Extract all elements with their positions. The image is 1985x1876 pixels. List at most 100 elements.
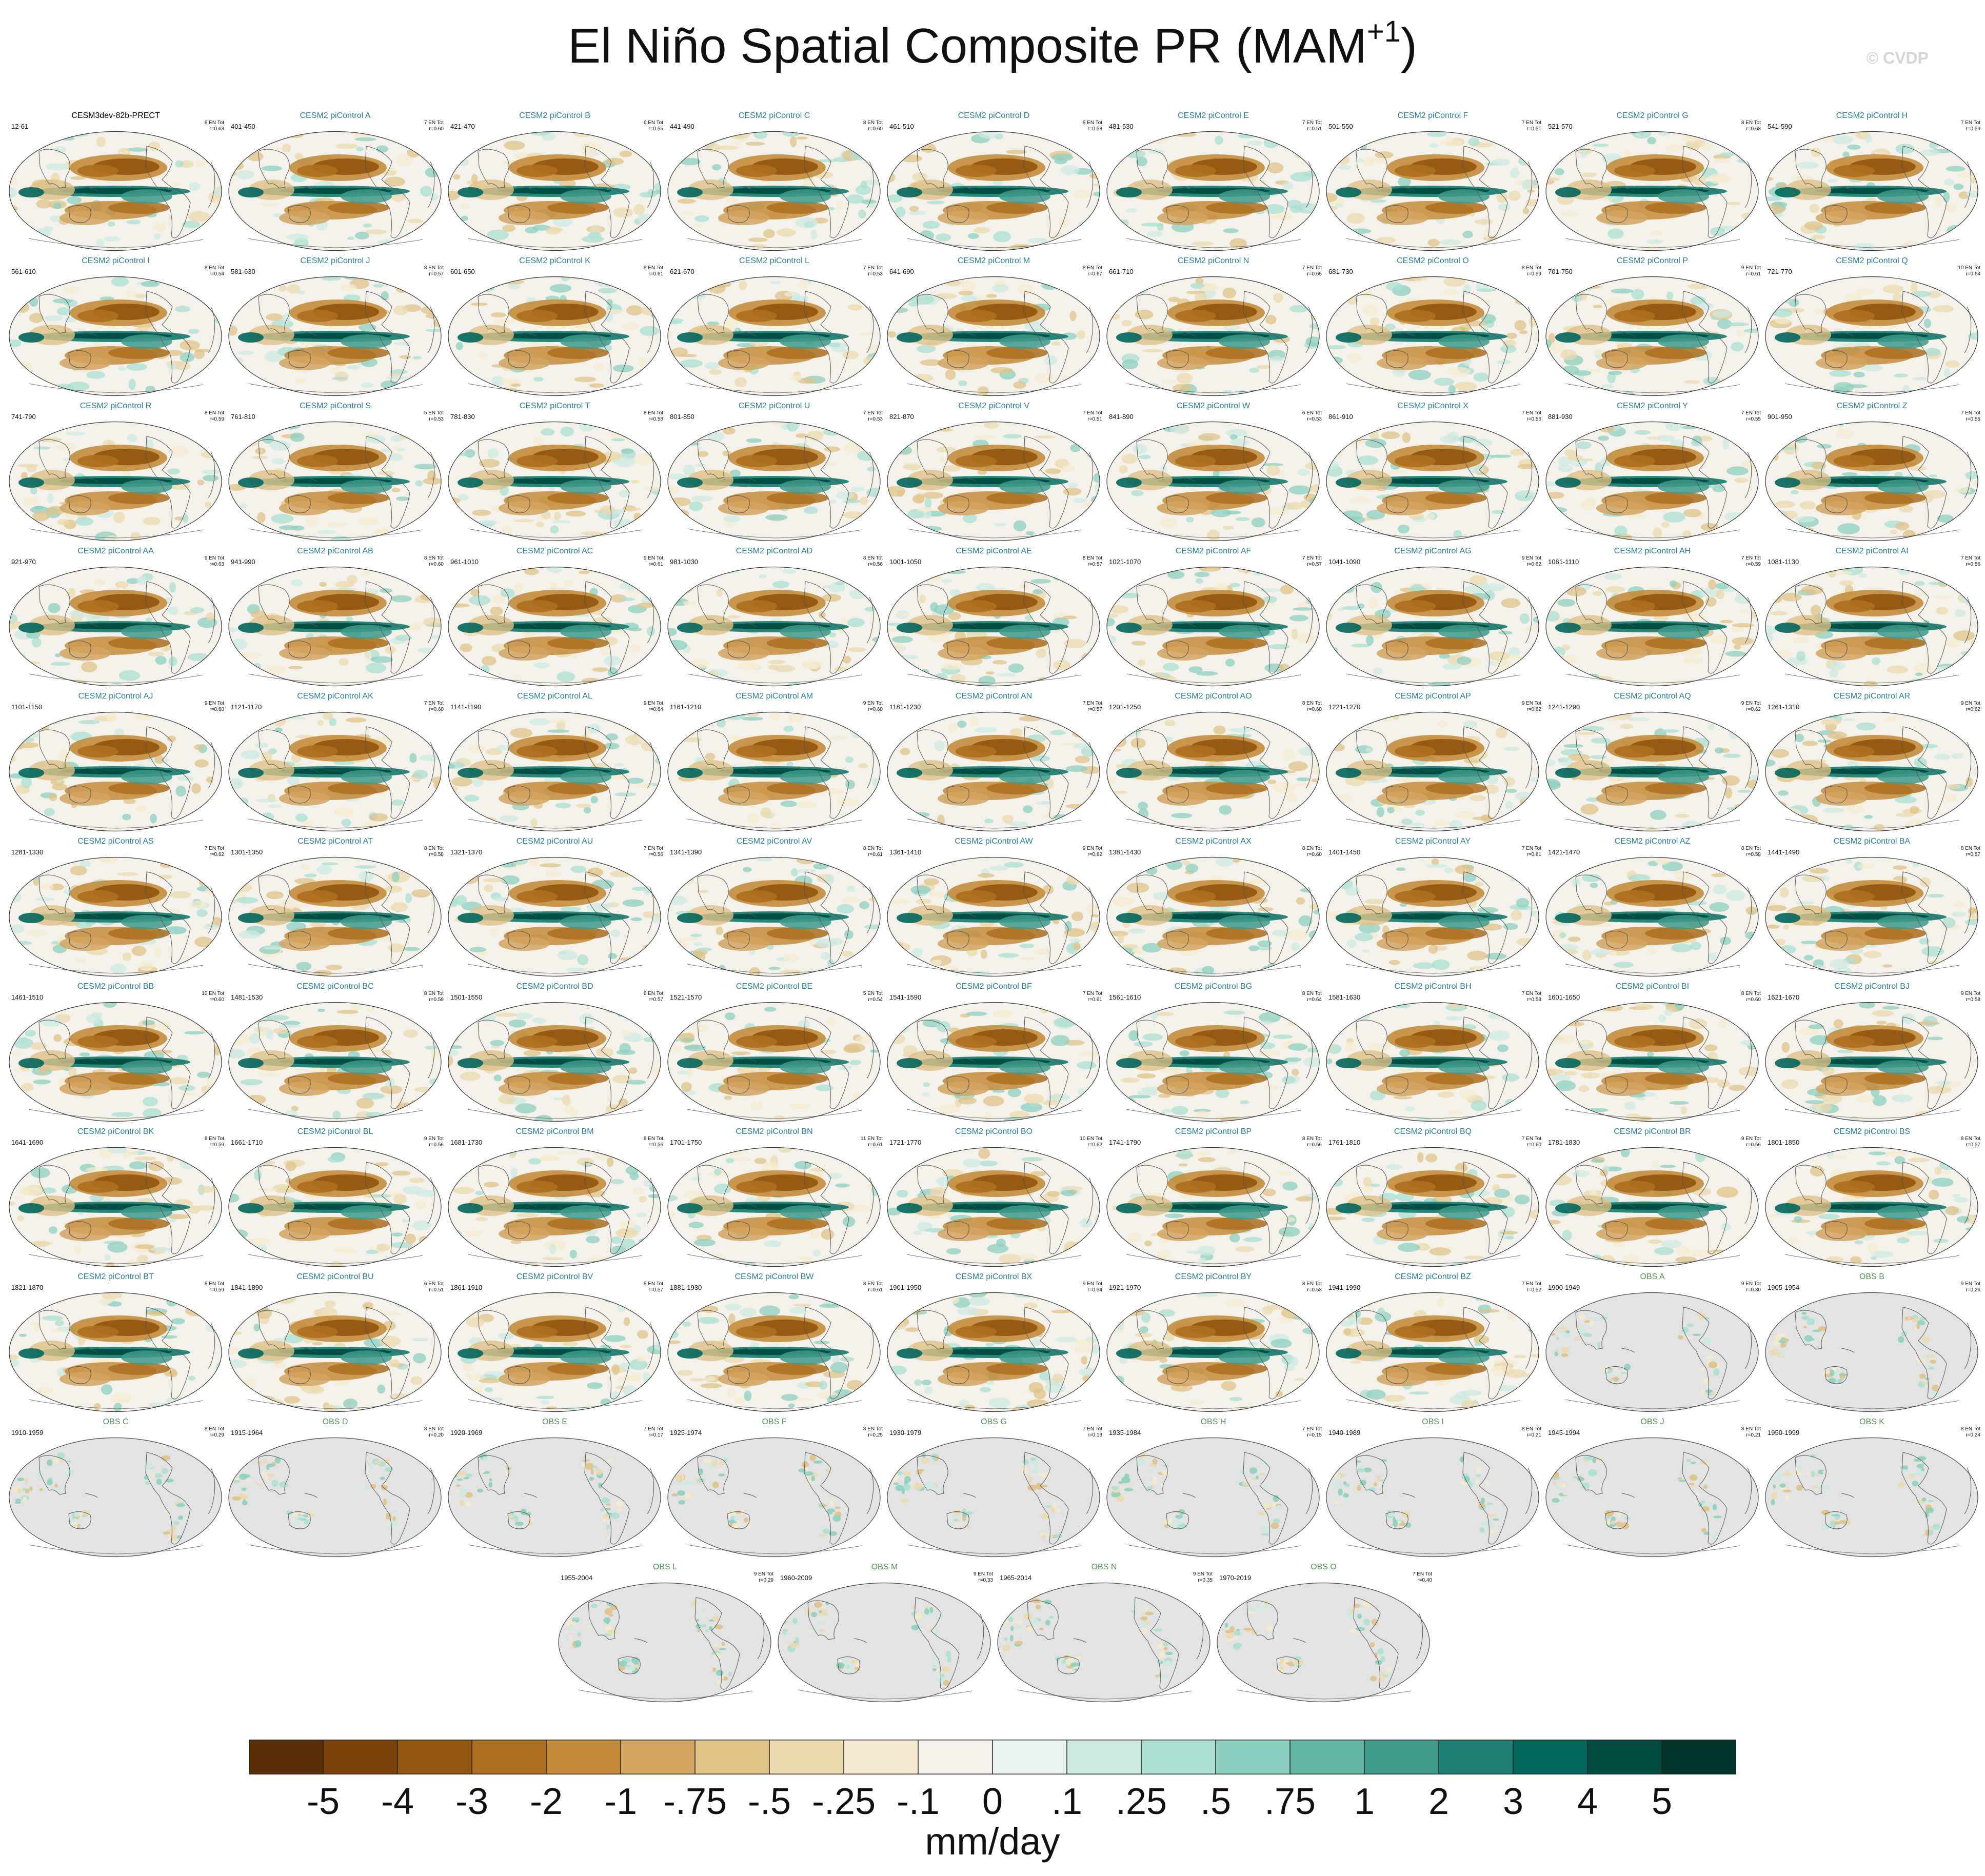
model-map bbox=[1765, 421, 1978, 542]
map-panel: CESM2 piControl AW 1361-1410 9 EN Tot r=0.6… bbox=[884, 837, 1103, 981]
event-count: 7 EN Tot bbox=[204, 846, 224, 851]
panel-stats: 7 EN Tot r=0.56 bbox=[1961, 555, 1980, 568]
panel-stats: 9 EN Tot r=0.60 bbox=[863, 701, 883, 713]
model-map bbox=[1326, 1147, 1539, 1267]
event-count: 8 EN Tot bbox=[1960, 1136, 1980, 1142]
pattern-correlation: r=0.21 bbox=[1526, 1432, 1541, 1438]
panel-title: CESM2 piControl BK bbox=[77, 1127, 154, 1136]
event-count: 7 EN Tot bbox=[424, 120, 444, 126]
model-map bbox=[1106, 1292, 1320, 1412]
map-panel: CESM2 piControl AP 1221-1270 9 EN Tot r=0.6… bbox=[1323, 692, 1542, 835]
pattern-correlation: r=0.51 bbox=[1087, 416, 1102, 422]
panel-title: CESM2 piControl AP bbox=[1395, 692, 1471, 701]
obs-map bbox=[667, 1437, 881, 1558]
map-panel: CESM2 piControl BI 1601-1650 8 EN Tot r=0.6… bbox=[1543, 982, 1762, 1126]
obs-map bbox=[448, 1437, 661, 1558]
event-count: 8 EN Tot bbox=[863, 1281, 883, 1287]
panel-title: CESM2 piControl BO bbox=[955, 1127, 1033, 1136]
map-panel: CESM2 piControl L 621-670 7 EN Tot r=0.53 bbox=[665, 256, 884, 400]
map-panel: CESM2 piControl C 441-490 8 EN Tot r=0.60 bbox=[665, 111, 884, 255]
map-panel: CESM2 piControl AS 1281-1330 7 EN Tot r=0.6… bbox=[6, 837, 225, 981]
panel-stats: 7 EN Tot r=0.51 bbox=[1522, 120, 1541, 132]
model-map bbox=[667, 856, 881, 977]
pattern-correlation: r=0.64 bbox=[1307, 997, 1322, 1003]
pattern-correlation: r=0.63 bbox=[209, 562, 224, 567]
panel-years: 621-670 bbox=[670, 268, 694, 275]
event-count: 9 EN Tot bbox=[1521, 701, 1541, 706]
event-count: 6 EN Tot bbox=[643, 120, 663, 126]
map-panel: CESM2 piControl H 541-590 7 EN Tot r=0.59 bbox=[1762, 111, 1981, 255]
panel-stats: 10 EN Tot r=0.62 bbox=[1080, 1136, 1102, 1148]
panel-stats: 9 EN Tot r=0.29 bbox=[754, 1571, 773, 1584]
event-count: 7 EN Tot bbox=[1960, 120, 1980, 126]
obs-map bbox=[9, 1437, 222, 1558]
pattern-correlation: r=0.26 bbox=[1966, 1287, 1980, 1293]
panel-title: CESM2 piControl I bbox=[82, 256, 150, 265]
title-close: ) bbox=[1401, 18, 1417, 73]
pattern-correlation: r=0.53 bbox=[868, 271, 883, 277]
panel-stats: 7 EN Tot r=0.57 bbox=[1302, 555, 1322, 568]
panel-stats: 9 EN Tot r=0.64 bbox=[644, 701, 663, 713]
map-panel: CESM2 piControl AU 1321-1370 7 EN Tot r=0.5… bbox=[445, 837, 664, 981]
panel-stats: 8 EN Tot r=0.57 bbox=[424, 265, 444, 277]
event-count: 7 EN Tot bbox=[1521, 846, 1541, 851]
panel-years: 1925-1974 bbox=[670, 1429, 702, 1436]
panel-years: 1381-1430 bbox=[1109, 848, 1141, 856]
panel-years: 1361-1410 bbox=[889, 848, 922, 856]
obs-map bbox=[558, 1582, 771, 1703]
map-panel: CESM2 piControl AV 1341-1390 8 EN Tot r=0.6… bbox=[665, 837, 884, 981]
map-panel: CESM2 piControl BY 1921-1970 8 EN Tot r=0.5… bbox=[1104, 1272, 1323, 1416]
pattern-correlation: r=0.67 bbox=[1087, 271, 1102, 277]
model-map bbox=[448, 856, 661, 977]
map-panel: CESM2 piControl AR 1261-1310 9 EN Tot r=0.6… bbox=[1762, 692, 1981, 835]
pattern-correlation: r=0.54 bbox=[209, 271, 224, 277]
panel-stats: 7 EN Tot r=0.53 bbox=[863, 410, 883, 423]
map-panel: CESM2 piControl AA 921-970 9 EN Tot r=0.63 bbox=[6, 547, 225, 690]
model-map bbox=[887, 1002, 1100, 1122]
event-count: 9 EN Tot bbox=[973, 1571, 993, 1577]
map-panel: CESM2 piControl S 761-810 5 EN Tot r=0.53 bbox=[226, 402, 445, 545]
panel-years: 441-490 bbox=[670, 123, 694, 130]
panel-title: CESM2 piControl BG bbox=[1174, 982, 1253, 991]
map-panel: CESM2 piControl E 481-530 7 EN Tot r=0.51 bbox=[1104, 111, 1323, 255]
panel-title: OBS B bbox=[1859, 1272, 1884, 1281]
pattern-correlation: r=0.57 bbox=[648, 997, 663, 1003]
event-count: 8 EN Tot bbox=[1302, 1281, 1322, 1287]
panel-stats: 8 EN Tot r=0.54 bbox=[205, 265, 224, 277]
event-count: 7 EN Tot bbox=[1302, 120, 1322, 126]
pattern-correlation: r=0.60 bbox=[868, 126, 883, 132]
event-count: 9 EN Tot bbox=[1193, 1571, 1213, 1577]
panel-title: CESM2 piControl AW bbox=[955, 837, 1033, 846]
panel-years: 601-650 bbox=[450, 268, 475, 275]
pattern-correlation: r=0.57 bbox=[1966, 852, 1980, 857]
event-count: 8 EN Tot bbox=[424, 1426, 444, 1432]
panel-title: CESM2 piControl AH bbox=[1614, 547, 1691, 555]
pattern-correlation: r=0.61 bbox=[1526, 852, 1541, 857]
panel-years: 1481-1530 bbox=[231, 993, 263, 1001]
event-count: 9 EN Tot bbox=[753, 1571, 773, 1577]
map-panel: CESM2 piControl BV 1861-1910 8 EN Tot r=0.5… bbox=[445, 1272, 664, 1416]
panel-stats: 8 EN Tot r=0.58 bbox=[424, 846, 444, 858]
colorbar-swatch bbox=[398, 1740, 472, 1774]
panel-title: CESM2 piControl BJ bbox=[1834, 982, 1910, 991]
map-panel: CESM2 piControl BZ 1941-1990 7 EN Tot r=0.5… bbox=[1323, 1272, 1542, 1416]
panel-title: CESM2 piControl BX bbox=[955, 1272, 1033, 1281]
panel-title: CESM2 piControl AN bbox=[955, 692, 1033, 701]
panel-years: 1910-1959 bbox=[11, 1429, 44, 1436]
pattern-correlation: r=0.61 bbox=[1087, 997, 1102, 1003]
panel-stats: 8 EN Tot r=0.60 bbox=[424, 555, 444, 568]
panel-stats: 8 EN Tot r=0.20 bbox=[424, 1426, 444, 1439]
model-map bbox=[1326, 566, 1539, 687]
event-count: 9 EN Tot bbox=[1082, 846, 1102, 851]
panel-title: CESM2 piControl AC bbox=[516, 547, 593, 555]
map-panel: CESM2 piControl BP 1741-1790 8 EN Tot r=0.5… bbox=[1104, 1127, 1323, 1271]
pattern-correlation: r=0.53 bbox=[1307, 1287, 1322, 1293]
pattern-correlation: r=0.55 bbox=[1746, 416, 1761, 422]
panel-years: 1915-1964 bbox=[231, 1429, 263, 1436]
model-map bbox=[228, 131, 442, 251]
panel-title: CESM2 piControl BD bbox=[516, 982, 593, 991]
panel-title: OBS H bbox=[1200, 1418, 1226, 1426]
panel-stats: 8 EN Tot r=0.21 bbox=[1522, 1426, 1541, 1439]
panel-years: 941-990 bbox=[231, 558, 255, 566]
model-map bbox=[1106, 1002, 1320, 1122]
